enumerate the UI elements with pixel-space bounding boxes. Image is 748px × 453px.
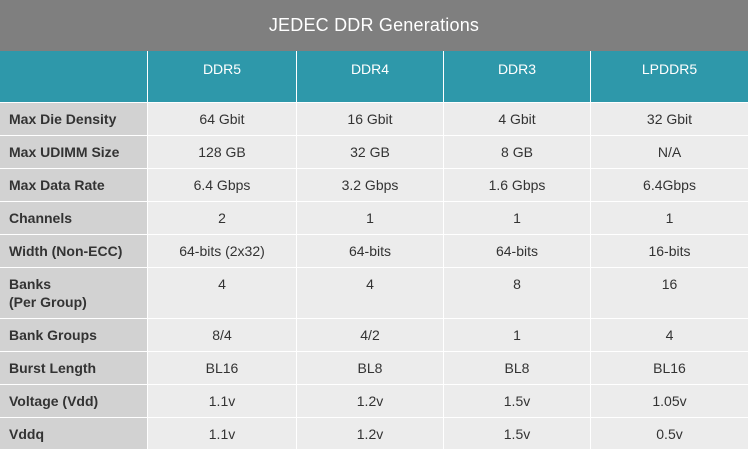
row-label: Max Data Rate xyxy=(0,169,148,202)
table-row: Voltage (Vdd) 1.1v 1.2v 1.5v 1.05v xyxy=(0,385,748,418)
table-cell: 16-bits xyxy=(591,235,748,268)
column-header-lpddr5: LPDDR5 xyxy=(591,51,748,103)
column-header-ddr5: DDR5 xyxy=(148,51,297,103)
row-label-sub: (Per Group) xyxy=(9,294,87,310)
table-row: Max UDIMM Size 128 GB 32 GB 8 GB N/A xyxy=(0,136,748,169)
table-cell: N/A xyxy=(591,136,748,169)
row-label: Bank Groups xyxy=(0,319,148,352)
table-cell: 1.05v xyxy=(591,385,748,418)
ddr-spec-table: DDR5 DDR4 DDR3 LPDDR5 Max Die Density 64… xyxy=(0,51,748,450)
table-row: Burst Length BL16 BL8 BL8 BL16 xyxy=(0,352,748,385)
table-cell: 1.6 Gbps xyxy=(444,169,591,202)
table-cell: 3.2 Gbps xyxy=(297,169,444,202)
table-cell: BL8 xyxy=(444,352,591,385)
table-cell: 1 xyxy=(297,202,444,235)
table-cell: 1 xyxy=(444,202,591,235)
row-label: Burst Length xyxy=(0,352,148,385)
table-cell: 32 Gbit xyxy=(591,103,748,136)
table-cell: 1.2v xyxy=(297,418,444,450)
header-corner xyxy=(0,51,148,103)
table-row: Vddq 1.1v 1.2v 1.5v 0.5v xyxy=(0,418,748,450)
table-cell: 1.1v xyxy=(148,418,297,450)
table-row: Max Data Rate 6.4 Gbps 3.2 Gbps 1.6 Gbps… xyxy=(0,169,748,202)
table-cell: 4 xyxy=(148,268,297,319)
table-cell: 1 xyxy=(444,319,591,352)
table-cell: 1.5v xyxy=(444,385,591,418)
table-cell: 128 GB xyxy=(148,136,297,169)
table-cell: 0.5v xyxy=(591,418,748,450)
row-label-main: Banks xyxy=(9,276,52,292)
table-cell: 1.1v xyxy=(148,385,297,418)
table-cell: 6.4 Gbps xyxy=(148,169,297,202)
row-label: Vddq xyxy=(0,418,148,450)
table-cell: 16 Gbit xyxy=(297,103,444,136)
row-label: Width (Non-ECC) xyxy=(0,235,148,268)
table-cell: 6.4Gbps xyxy=(591,169,748,202)
table-cell: 8 xyxy=(444,268,591,319)
table-cell: 64-bits xyxy=(444,235,591,268)
table-row: Bank Groups 8/4 4/2 1 4 xyxy=(0,319,748,352)
table-cell: 8/4 xyxy=(148,319,297,352)
table-cell: BL16 xyxy=(591,352,748,385)
table-title: JEDEC DDR Generations xyxy=(0,0,748,51)
table-cell: 64-bits (2x32) xyxy=(148,235,297,268)
row-label: Max Die Density xyxy=(0,103,148,136)
table-row: Max Die Density 64 Gbit 16 Gbit 4 Gbit 3… xyxy=(0,103,748,136)
table-row: Banks (Per Group) 4 4 8 16 xyxy=(0,268,748,319)
row-label: Banks (Per Group) xyxy=(0,268,148,319)
row-label: Voltage (Vdd) xyxy=(0,385,148,418)
table-cell: 4/2 xyxy=(297,319,444,352)
table-row: Width (Non-ECC) 64-bits (2x32) 64-bits 6… xyxy=(0,235,748,268)
table-cell: 64-bits xyxy=(297,235,444,268)
table-cell: 2 xyxy=(148,202,297,235)
table-cell: BL8 xyxy=(297,352,444,385)
table-cell: 16 xyxy=(591,268,748,319)
table-cell: 32 GB xyxy=(297,136,444,169)
table-cell: 4 xyxy=(297,268,444,319)
header-row: DDR5 DDR4 DDR3 LPDDR5 xyxy=(0,51,748,103)
table-cell: 4 xyxy=(591,319,748,352)
column-header-ddr4: DDR4 xyxy=(297,51,444,103)
table-cell: 1.5v xyxy=(444,418,591,450)
table-cell: 64 Gbit xyxy=(148,103,297,136)
row-label: Channels xyxy=(0,202,148,235)
table-row: Channels 2 1 1 1 xyxy=(0,202,748,235)
table-cell: 1.2v xyxy=(297,385,444,418)
table-cell: 4 Gbit xyxy=(444,103,591,136)
table-cell: BL16 xyxy=(148,352,297,385)
row-label: Max UDIMM Size xyxy=(0,136,148,169)
column-header-ddr3: DDR3 xyxy=(444,51,591,103)
table-cell: 1 xyxy=(591,202,748,235)
table-cell: 8 GB xyxy=(444,136,591,169)
